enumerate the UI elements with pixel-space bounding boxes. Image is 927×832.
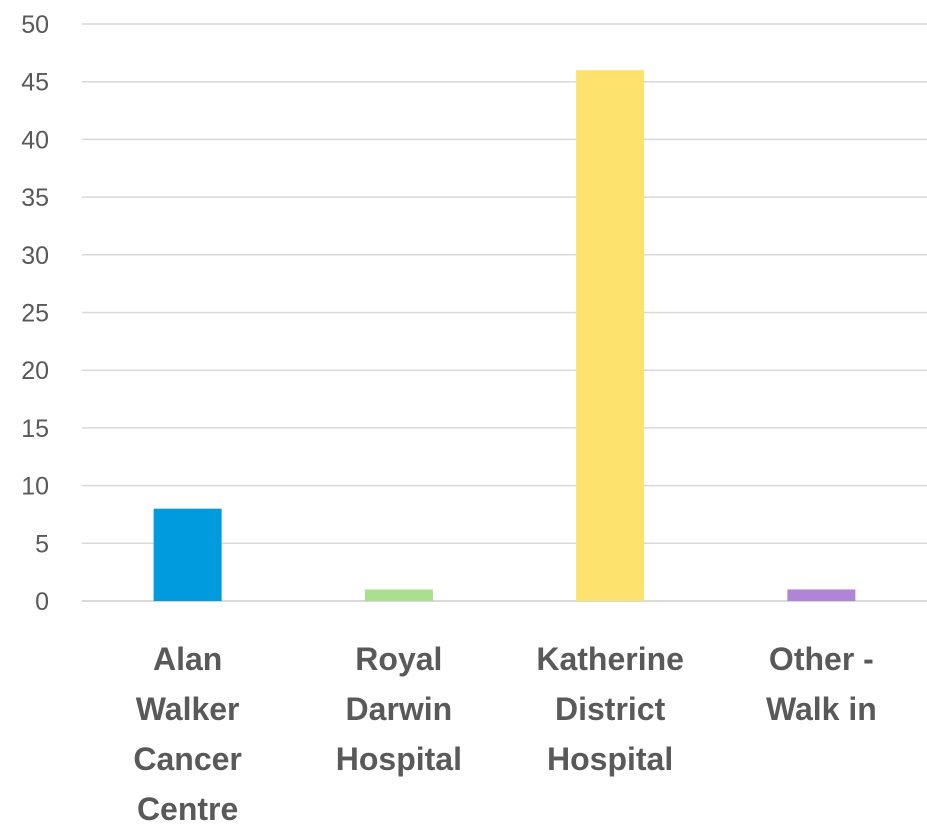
- x-category-label-line: Katherine: [536, 641, 684, 677]
- bar-1: [364, 589, 433, 601]
- x-category-label-line: Hospital: [336, 741, 462, 777]
- gridlines: [82, 23, 927, 602]
- y-tick-label-35: 35: [21, 184, 49, 212]
- bar-0: [153, 508, 222, 601]
- x-category-label-line: Hospital: [547, 741, 673, 777]
- x-category-label-line: District: [555, 691, 666, 727]
- x-category-label-2: Katherine District Hospital: [536, 641, 684, 777]
- y-tick-label-50: 50: [21, 11, 49, 39]
- y-tick-label-10: 10: [21, 473, 49, 501]
- x-category-label-0: Alan Walker Cancer Centre: [133, 641, 242, 827]
- y-tick-label-5: 5: [35, 530, 49, 558]
- bar-2: [576, 70, 645, 601]
- x-axis-category-labels: Alan Walker Cancer Centre Royal Darwin Hospita…: [133, 641, 876, 827]
- x-category-label-1: Royal Darwin Hospital: [336, 641, 462, 777]
- y-axis-tick-labels: 0 5 10 15 20 25 30 35 40 45 50: [21, 11, 49, 616]
- bar-3: [787, 589, 856, 601]
- y-tick-label-40: 40: [21, 126, 49, 154]
- y-tick-label-25: 25: [21, 300, 49, 328]
- x-category-label-3: Other - Walk in: [766, 641, 877, 727]
- y-tick-label-15: 15: [21, 415, 49, 443]
- y-tick-label-0: 0: [35, 588, 49, 616]
- y-tick-label-30: 30: [21, 242, 49, 270]
- x-category-label-line: Royal: [355, 641, 442, 677]
- y-tick-label-20: 20: [21, 357, 49, 385]
- bars: [153, 70, 856, 601]
- x-category-label-line: Darwin: [346, 691, 453, 727]
- x-category-label-line: Walker: [136, 691, 240, 727]
- y-tick-label-45: 45: [21, 69, 49, 97]
- x-category-label-line: Other -: [769, 641, 874, 677]
- x-category-label-line: Centre: [137, 791, 238, 827]
- x-category-label-line: Alan: [153, 641, 222, 677]
- x-category-label-line: Cancer: [133, 741, 242, 777]
- x-category-label-line: Walk in: [766, 691, 877, 727]
